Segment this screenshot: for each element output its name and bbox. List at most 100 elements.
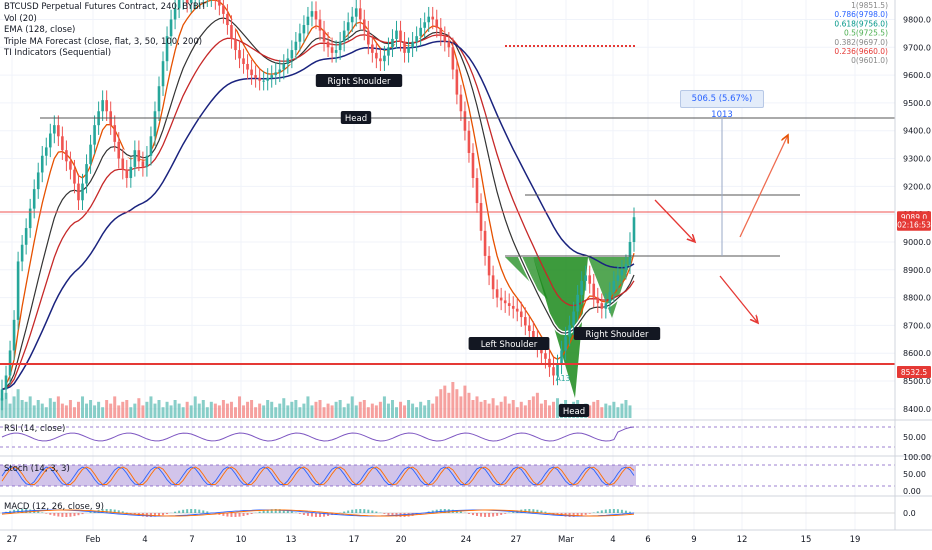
macd-histogram-bar: [230, 513, 233, 517]
volume-bar: [76, 401, 80, 418]
volume-bar: [459, 396, 463, 418]
macd-histogram-bar: [327, 513, 330, 516]
fib-level-label: 1(9851.5): [851, 1, 888, 10]
macd-histogram-bar: [411, 513, 414, 516]
macd-histogram-bar: [383, 513, 386, 514]
annotation-label: Head: [345, 114, 367, 124]
candle-body: [628, 241, 632, 265]
candle-body: [515, 308, 519, 312]
candle-body: [491, 275, 495, 290]
legend-line: EMA (128, close): [4, 25, 76, 35]
candle-body: [528, 325, 531, 331]
fib-level-label: 0(9601.0): [851, 56, 888, 65]
candle-body: [57, 125, 60, 137]
volume-bar: [411, 403, 415, 418]
volume-bar: [386, 403, 390, 418]
annotation-label: Right Shoulder: [586, 330, 649, 340]
macd-histogram-bar: [391, 513, 394, 516]
volume-bar: [539, 403, 543, 418]
time-tick-label: 13: [286, 535, 297, 545]
time-tick-label: 12: [737, 535, 748, 545]
volume-bar: [121, 401, 125, 418]
volume-bar: [302, 403, 306, 418]
macd-histogram-bar: [182, 509, 185, 513]
volume-bar: [137, 398, 141, 418]
macd-histogram-bar: [298, 513, 301, 514]
candle-body: [222, 5, 225, 14]
volume-bar: [370, 403, 374, 418]
volume-bar: [306, 396, 310, 418]
candle-body: [286, 58, 290, 64]
macd-histogram-bar: [455, 510, 458, 513]
volume-bar: [266, 400, 270, 418]
volume-bar: [185, 401, 189, 418]
macd-histogram-bar: [37, 511, 40, 513]
candle-body: [330, 47, 334, 53]
macd-histogram-bar: [226, 513, 229, 517]
volume-bar: [149, 396, 153, 418]
volume-bar: [165, 401, 169, 418]
legend-line: Vol (20): [4, 13, 37, 24]
macd-histogram-bar: [73, 513, 76, 517]
price-tag-label: 9089.0: [901, 213, 927, 222]
macd-histogram-bar: [162, 513, 165, 516]
volume-bar: [52, 401, 56, 418]
candle-body: [342, 30, 346, 42]
volume-bar: [495, 405, 499, 418]
candle-body: [511, 305, 515, 309]
candle-body: [101, 100, 104, 112]
price-tick-label: 9000.0: [903, 238, 931, 247]
time-tick-label: Mar: [558, 535, 575, 545]
volume-bar: [378, 401, 382, 418]
macd-histogram-bar: [367, 509, 370, 513]
candle-body: [298, 33, 302, 42]
volume-bar: [604, 403, 608, 418]
volume-bar: [290, 401, 294, 418]
macd-histogram-bar: [431, 510, 434, 513]
fib-level-label: 0.786(9798.0): [834, 10, 888, 19]
volume-bar: [326, 403, 330, 418]
macd-histogram-bar: [45, 513, 48, 514]
time-tick-label: 6: [645, 535, 650, 545]
time-tick-label: 4: [610, 535, 615, 545]
macd-histogram-bar: [616, 509, 619, 513]
candle-body: [532, 330, 535, 340]
candle-body: [218, 0, 221, 6]
volume-bar: [322, 407, 326, 418]
price-tick-label: 9400.0: [903, 127, 931, 136]
volume-bar: [443, 385, 447, 418]
macd-histogram-bar: [612, 509, 615, 513]
volume-bar: [628, 405, 632, 418]
candle-body: [379, 58, 382, 62]
volume-bar: [113, 396, 117, 418]
annotation-label: Left Shoulder: [481, 340, 538, 350]
macd-histogram-bar: [282, 509, 285, 513]
candle-body: [258, 77, 261, 81]
annotation-label: Right Shoulder: [328, 77, 391, 87]
candle-body: [588, 275, 592, 284]
fib-level-label: 0.236(9660.0): [834, 47, 888, 56]
candle-body: [616, 275, 620, 281]
macd-signal-line: [1, 509, 635, 517]
volume-bar: [588, 405, 592, 418]
volume-bar: [620, 403, 624, 418]
candle-body: [28, 208, 32, 229]
macd-histogram-bar: [528, 509, 531, 513]
volume-bar: [278, 403, 282, 418]
volume-bar: [423, 405, 427, 418]
volume-bar: [399, 401, 403, 418]
macd-histogram-bar: [347, 510, 350, 513]
volume-bar: [527, 400, 531, 418]
price-tag: [897, 366, 931, 379]
macd-histogram-bar: [532, 509, 535, 513]
candle-body: [632, 217, 636, 242]
candle-body: [274, 72, 278, 76]
price-tick-label: 8500.0: [903, 377, 931, 386]
volume-bar: [491, 398, 495, 418]
volume-bar: [229, 401, 233, 418]
time-tick-label: 17: [349, 535, 360, 545]
candle-body: [459, 94, 463, 112]
volume-bar: [40, 403, 44, 418]
macd-histogram-bar: [608, 509, 611, 513]
